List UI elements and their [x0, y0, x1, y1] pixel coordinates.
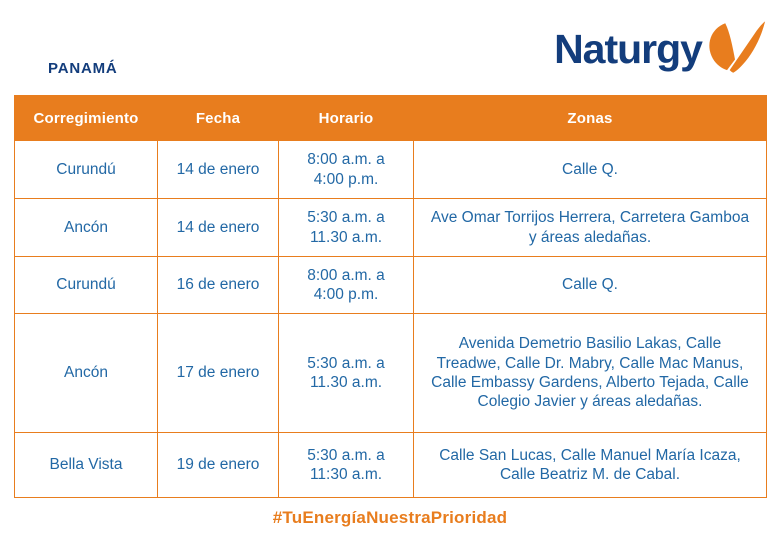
cell-fecha: 19 de enero — [157, 432, 279, 498]
cell-fecha: 14 de enero — [157, 140, 279, 199]
table-row: Curundú 16 de enero 8:00 a.m. a 4:00 p.m… — [14, 256, 767, 314]
cell-horario: 8:00 a.m. a 4:00 p.m. — [278, 140, 414, 199]
naturgy-logo-text: Naturgy — [554, 26, 703, 72]
cell-corregimiento: Ancón — [14, 198, 158, 257]
table-row: Ancón 17 de enero 5:30 a.m. a 11.30 a.m.… — [14, 313, 767, 433]
cell-fecha: 17 de enero — [157, 313, 279, 433]
hashtag-footer: #TuEnergíaNuestraPrioridad — [272, 508, 508, 527]
cell-corregimiento: Ancón — [14, 313, 158, 433]
cell-zonas: Calle San Lucas, Calle Manuel María Icaz… — [413, 432, 767, 498]
outage-schedule-table: Corregimiento Fecha Horario Zonas Curund… — [14, 95, 767, 498]
col-header-fecha: Fecha — [157, 95, 279, 141]
table-row: Ancón 14 de enero 5:30 a.m. a 11.30 a.m.… — [14, 198, 767, 257]
cell-zonas: Calle Q. — [413, 256, 767, 314]
col-header-corregimiento: Corregimiento — [14, 95, 158, 141]
cell-horario: 5:30 a.m. a 11.30 a.m. — [278, 313, 414, 433]
naturgy-logo: Naturgy — [554, 20, 766, 78]
cell-horario: 8:00 a.m. a 4:00 p.m. — [278, 256, 414, 314]
col-header-zonas: Zonas — [413, 95, 767, 141]
cell-fecha: 16 de enero — [157, 256, 279, 314]
cell-corregimiento: Bella Vista — [14, 432, 158, 498]
cell-corregimiento: Curundú — [14, 256, 158, 314]
cell-zonas: Ave Omar Torrijos Herrera, Carretera Gam… — [413, 198, 767, 257]
region-label: PANAMÁ — [48, 60, 118, 77]
table-row: Bella Vista 19 de enero 5:30 a.m. a 11:3… — [14, 432, 767, 498]
cell-horario: 5:30 a.m. a 11.30 a.m. — [278, 198, 414, 257]
butterfly-icon — [704, 18, 766, 78]
cell-corregimiento: Curundú — [14, 140, 158, 199]
cell-zonas: Avenida Demetrio Basilio Lakas, Calle Tr… — [413, 313, 767, 433]
table-header: Corregimiento Fecha Horario Zonas — [14, 95, 767, 141]
cell-zonas: Calle Q. — [413, 140, 767, 199]
cell-fecha: 14 de enero — [157, 198, 279, 257]
cell-horario: 5:30 a.m. a 11:30 a.m. — [278, 432, 414, 498]
table-row: Curundú 14 de enero 8:00 a.m. a 4:00 p.m… — [14, 140, 767, 199]
col-header-horario: Horario — [278, 95, 414, 141]
schedule-table-body: Curundú 14 de enero 8:00 a.m. a 4:00 p.m… — [14, 140, 767, 498]
